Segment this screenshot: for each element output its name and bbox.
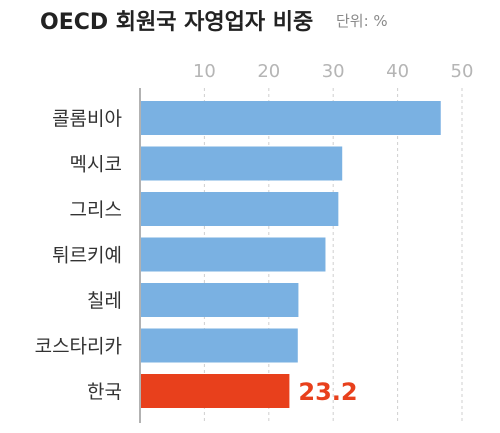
unit-label: 단위: % (336, 12, 388, 30)
category-label-6: 코스타리카 (35, 336, 122, 358)
category-label-4: 튀르키예 (52, 245, 122, 267)
category-label-5: 칠레 (87, 290, 122, 312)
bar-3 (141, 192, 339, 226)
value-label-highlight: 23.2 (298, 378, 357, 406)
bar-5 (141, 283, 299, 317)
x-tick-label-50: 50 (451, 61, 474, 82)
x-tick-label-40: 40 (386, 61, 409, 82)
bar-6 (141, 328, 298, 363)
x-tick-label-30: 30 (322, 61, 345, 82)
bar-2 (141, 146, 343, 181)
x-tick-label-20: 20 (257, 61, 280, 82)
category-label-1: 콜롬비아 (52, 108, 122, 130)
bar-1 (141, 101, 441, 135)
category-label-3: 그리스 (70, 199, 122, 221)
x-tick-label-10: 10 (193, 61, 216, 82)
chart-title: OECD 회원국 자영업자 비중 (40, 10, 314, 35)
category-label-2: 멕시코 (70, 154, 122, 176)
bar-4 (141, 237, 326, 272)
bar-7 (141, 374, 290, 408)
category-label-7: 한국 (87, 381, 122, 403)
